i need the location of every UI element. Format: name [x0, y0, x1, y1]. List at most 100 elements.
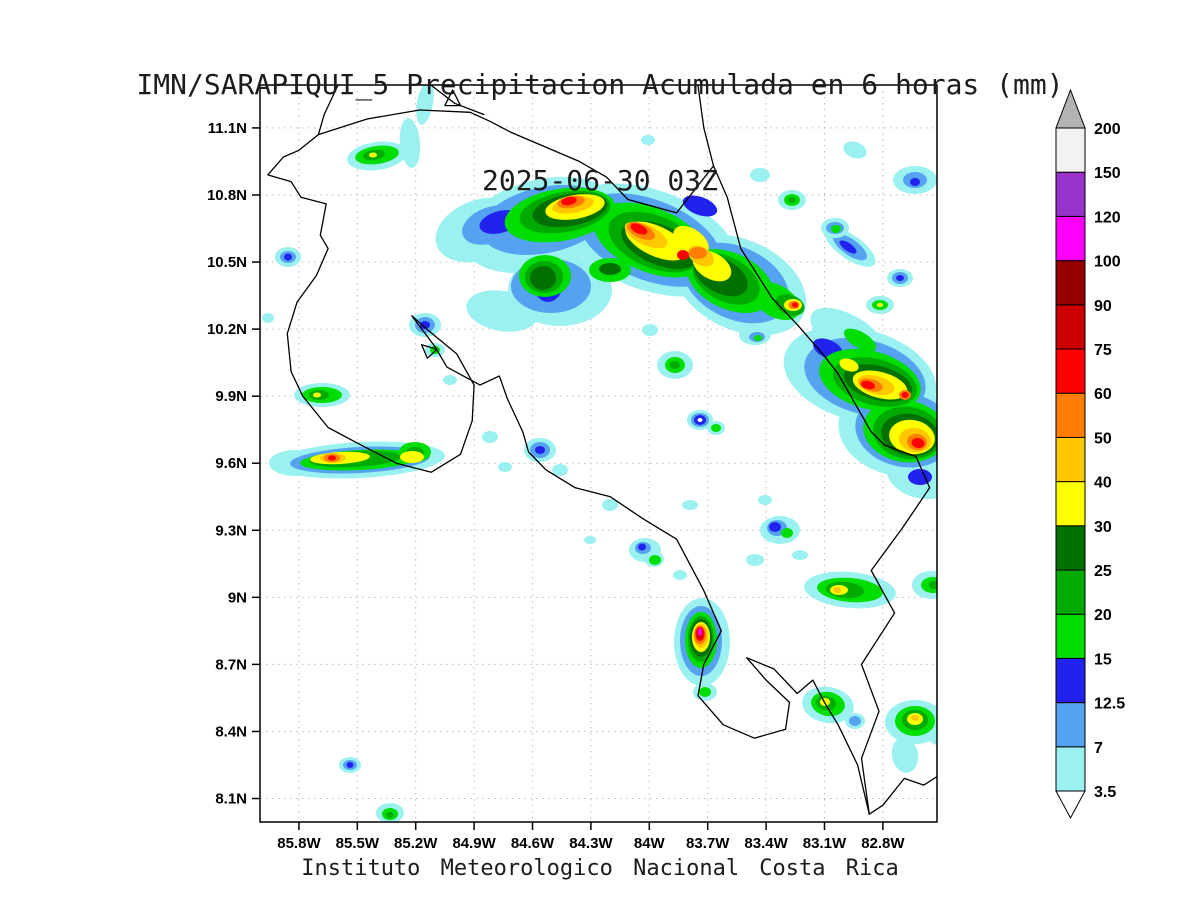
- precip-contour: [682, 500, 698, 510]
- colorbar-label: 30: [1094, 519, 1112, 536]
- colorbar-segment: [1055, 348, 1086, 394]
- precip-contour: [552, 464, 568, 476]
- lat-tick-label: 9.6N: [215, 455, 247, 472]
- coastline-path: [420, 344, 438, 359]
- precip-contour: [328, 455, 336, 461]
- colorbar-label: 12.5: [1094, 696, 1125, 713]
- page-title: IMN/SARAPIQUI_5 Precipitacion Acumulada …: [0, 5, 1200, 261]
- precip-contour: [911, 715, 919, 721]
- precip-contour: [746, 554, 764, 566]
- precip-contour: [833, 587, 841, 593]
- colorbar-segment: [1055, 702, 1086, 748]
- precip-contour: [416, 85, 434, 125]
- precip-contour: [689, 247, 707, 259]
- colorbar-segment: [1055, 481, 1086, 527]
- precip-contour: [839, 240, 857, 254]
- precip-contour: [843, 328, 877, 352]
- colorbar-segment: [1055, 215, 1086, 262]
- precip-contour: [630, 223, 648, 235]
- precip-contour: [877, 303, 883, 307]
- precip-contour: [896, 275, 904, 281]
- colorbar-segment: [1055, 657, 1086, 704]
- lat-tick-label: 9N: [228, 589, 247, 606]
- precip-contour: [839, 358, 859, 372]
- colorbar-label: 40: [1094, 475, 1112, 492]
- colorbar-label: 200: [1094, 121, 1121, 138]
- title-line1: IMN/SARAPIQUI_5 Precipitacion Acumulada …: [136, 68, 1064, 101]
- colorbar-segment: [1055, 613, 1086, 659]
- lon-tick-label: 82.8W: [861, 835, 905, 852]
- colorbar-segment: [1055, 746, 1086, 792]
- map-frame: [259, 84, 938, 823]
- lat-tick-label: 8.1N: [215, 791, 247, 808]
- precip-contour: [313, 392, 321, 398]
- precip-contour: [711, 424, 721, 432]
- colorbar-segment: [1055, 304, 1086, 350]
- precip-contour: [754, 335, 762, 341]
- coastline-path: [430, 85, 485, 116]
- lon-tick-label: 85.5W: [336, 835, 380, 852]
- precip-contour: [849, 716, 861, 726]
- precip-contour: [386, 812, 394, 818]
- precip-contour: [788, 197, 796, 203]
- precip-contour: [769, 522, 781, 532]
- precip-contour: [443, 375, 457, 385]
- precip-contour: [642, 324, 658, 336]
- precip-contour: [758, 495, 772, 505]
- precip-contour: [750, 168, 770, 182]
- precip-contour: [929, 581, 937, 589]
- precip-contour: [530, 266, 556, 290]
- colorbar-segment: [1055, 171, 1086, 217]
- lat-tick-label: 9.9N: [215, 388, 247, 405]
- colorbar-label: 150: [1094, 165, 1121, 182]
- lat-tick-label: 10.2N: [207, 321, 247, 338]
- coastline-path: [860, 487, 931, 815]
- precip-contour: [599, 263, 621, 275]
- precip-contour: [670, 361, 680, 369]
- colorbar-label: 75: [1094, 342, 1112, 359]
- precip-contour: [638, 543, 646, 551]
- colorbar-label: 3.5: [1094, 784, 1116, 801]
- precip-contour: [698, 628, 702, 636]
- colorbar-over-arrow: [1055, 88, 1086, 129]
- lon-tick-label: 84W: [634, 835, 666, 852]
- precip-contour: [908, 469, 932, 485]
- colorbar-segment: [1055, 260, 1086, 306]
- lon-tick-label: 83.4W: [744, 835, 788, 852]
- precip-contour: [584, 536, 596, 544]
- precip-contour: [346, 762, 354, 768]
- lat-tick-label: 8.7N: [215, 656, 247, 673]
- precip-contour: [891, 737, 919, 773]
- colorbar-label: 100: [1094, 254, 1121, 271]
- precip-contour: [901, 392, 909, 398]
- colorbar-label: 7: [1094, 740, 1103, 757]
- lat-tick-label: 9.3N: [215, 522, 247, 539]
- precip-contour: [673, 570, 687, 580]
- colorbar-segment: [1055, 127, 1086, 173]
- precip-contour: [843, 141, 867, 159]
- colorbar-segment: [1055, 569, 1086, 615]
- lat-tick-label: 8.4N: [215, 723, 247, 740]
- precip-contour: [911, 437, 925, 449]
- colorbar-label: 120: [1094, 209, 1121, 226]
- precip-contour: [649, 555, 661, 565]
- colorbar-label: 50: [1094, 430, 1112, 447]
- lon-tick-label: 85.2W: [394, 835, 438, 852]
- precip-contour: [420, 321, 430, 329]
- footer-text: Instituto Meteorologico Nacional Costa R…: [301, 856, 899, 881]
- lat-tick-label: 10.8N: [207, 187, 247, 204]
- coastline-path: [267, 85, 937, 815]
- precip-contour: [498, 462, 512, 472]
- colorbar-segment: [1055, 525, 1086, 571]
- coastline-path: [444, 89, 462, 107]
- precip-contour: [831, 225, 841, 233]
- coastline-path: [317, 109, 715, 214]
- lon-tick-label: 84.9W: [452, 835, 496, 852]
- colorbar-label: 60: [1094, 386, 1112, 403]
- colorbar-segment: [1055, 436, 1086, 483]
- lat-tick-label: 10.5N: [207, 254, 247, 271]
- lon-tick-label: 85.8W: [277, 835, 321, 852]
- lon-tick-label: 83.1W: [803, 835, 847, 852]
